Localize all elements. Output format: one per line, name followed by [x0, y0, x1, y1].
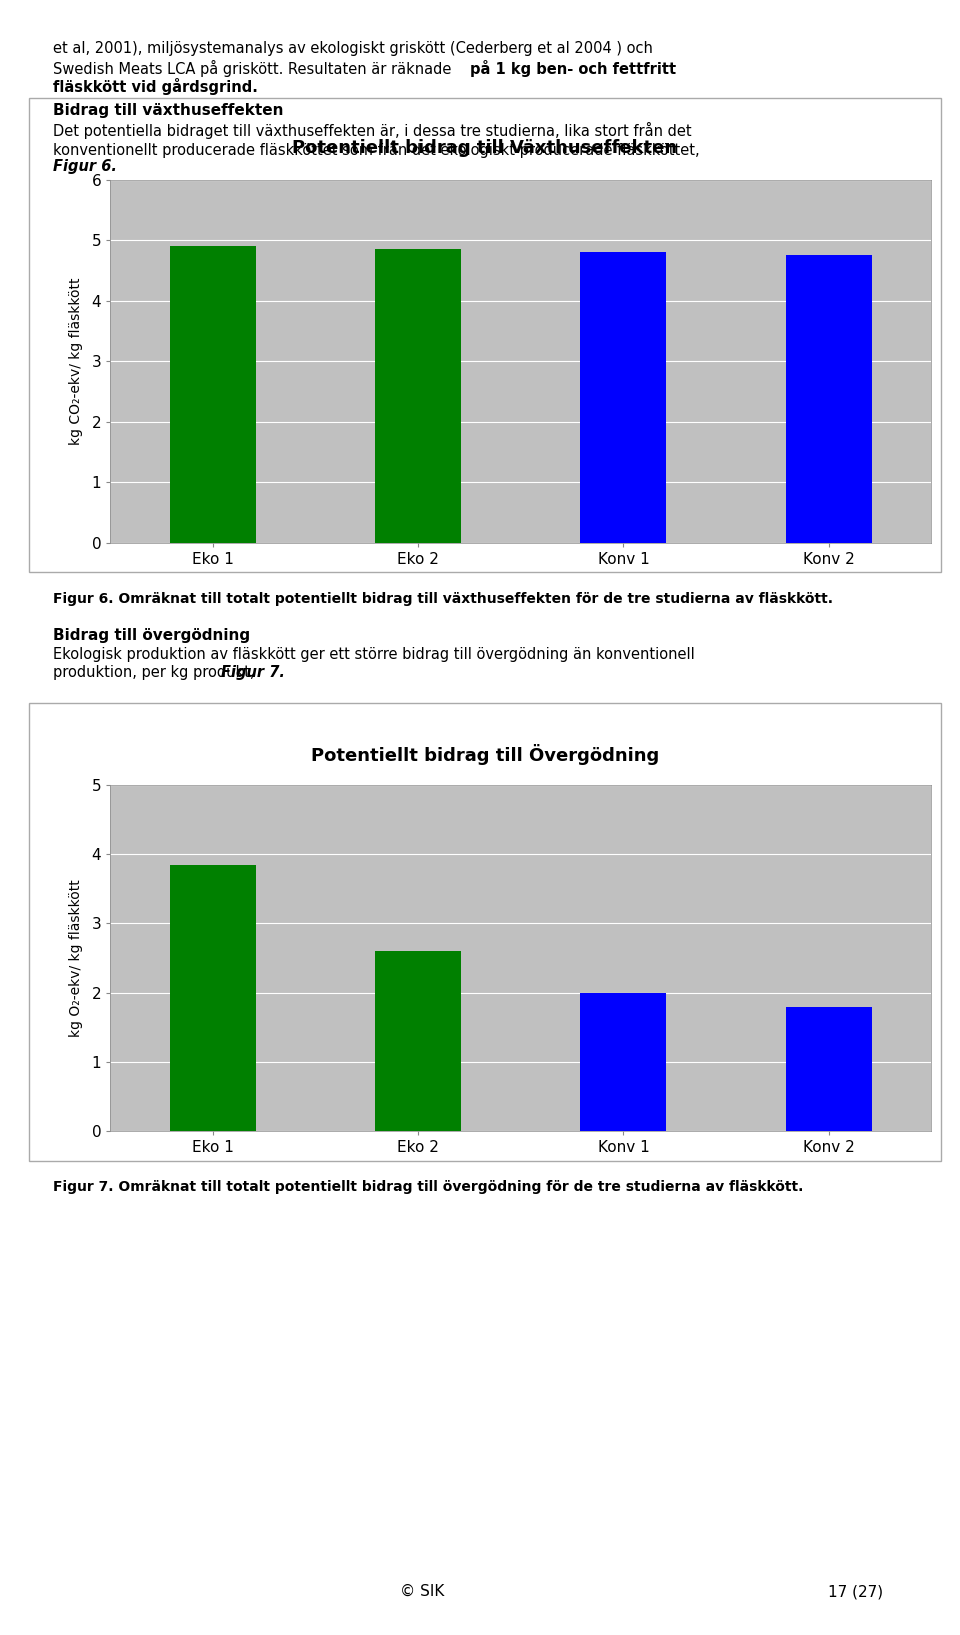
Text: Bidrag till växthuseffekten: Bidrag till växthuseffekten — [53, 103, 283, 118]
Bar — [375, 952, 462, 1131]
Text: Swedish Meats LCA på griskött. Resultaten är räknade: Swedish Meats LCA på griskött. Resultate… — [53, 59, 456, 77]
Text: på 1 kg ben- och fettfritt: på 1 kg ben- och fettfritt — [470, 59, 677, 77]
Text: fläskkött vid gårdsgrind.: fläskkött vid gårdsgrind. — [53, 78, 257, 95]
Y-axis label: kg O₂-ekv/ kg fläskkött: kg O₂-ekv/ kg fläskkött — [69, 880, 84, 1037]
Text: Potentiellt bidrag till Övergödning: Potentiellt bidrag till Övergödning — [311, 744, 659, 765]
Bar — [375, 250, 462, 543]
Text: 17 (27): 17 (27) — [828, 1584, 883, 1599]
Text: Figur 7.: Figur 7. — [221, 665, 285, 680]
Y-axis label: kg CO₂-ekv/ kg fläskkött: kg CO₂-ekv/ kg fläskkött — [69, 278, 84, 445]
Text: Ekologisk produktion av fläskkött ger ett större bidrag till övergödning än konv: Ekologisk produktion av fläskkött ger et… — [53, 646, 694, 662]
Text: konventionellt producerade fläskköttet som från det ekologiskt producerade fläsk: konventionellt producerade fläskköttet s… — [53, 141, 700, 157]
Bar — [785, 1007, 872, 1131]
Bar — [170, 247, 256, 543]
Text: Figur 7. Omräknat till totalt potentiellt bidrag till övergödning för de tre stu: Figur 7. Omräknat till totalt potentiell… — [53, 1180, 804, 1195]
Text: et al, 2001), miljösystemanalys av ekologiskt griskött (Cederberg et al 2004 ) o: et al, 2001), miljösystemanalys av ekolo… — [53, 41, 653, 56]
Text: Potentiellt bidrag till Växthuseffekten: Potentiellt bidrag till Växthuseffekten — [292, 139, 678, 157]
Bar — [785, 255, 872, 543]
Text: Figur 6.: Figur 6. — [53, 159, 117, 175]
Bar — [580, 252, 666, 543]
Bar — [170, 865, 256, 1131]
Text: Det potentiella bidraget till växthuseffekten är, i dessa tre studierna, lika st: Det potentiella bidraget till växthuseff… — [53, 121, 691, 139]
Text: Bidrag till övergödning: Bidrag till övergödning — [53, 628, 250, 643]
Text: Figur 6. Omräknat till totalt potentiellt bidrag till växthuseffekten för de tre: Figur 6. Omräknat till totalt potentiell… — [53, 592, 832, 607]
Text: produktion, per kg produkt,: produktion, per kg produkt, — [53, 665, 259, 680]
Text: © SIK: © SIK — [400, 1584, 444, 1599]
Bar — [580, 992, 666, 1131]
